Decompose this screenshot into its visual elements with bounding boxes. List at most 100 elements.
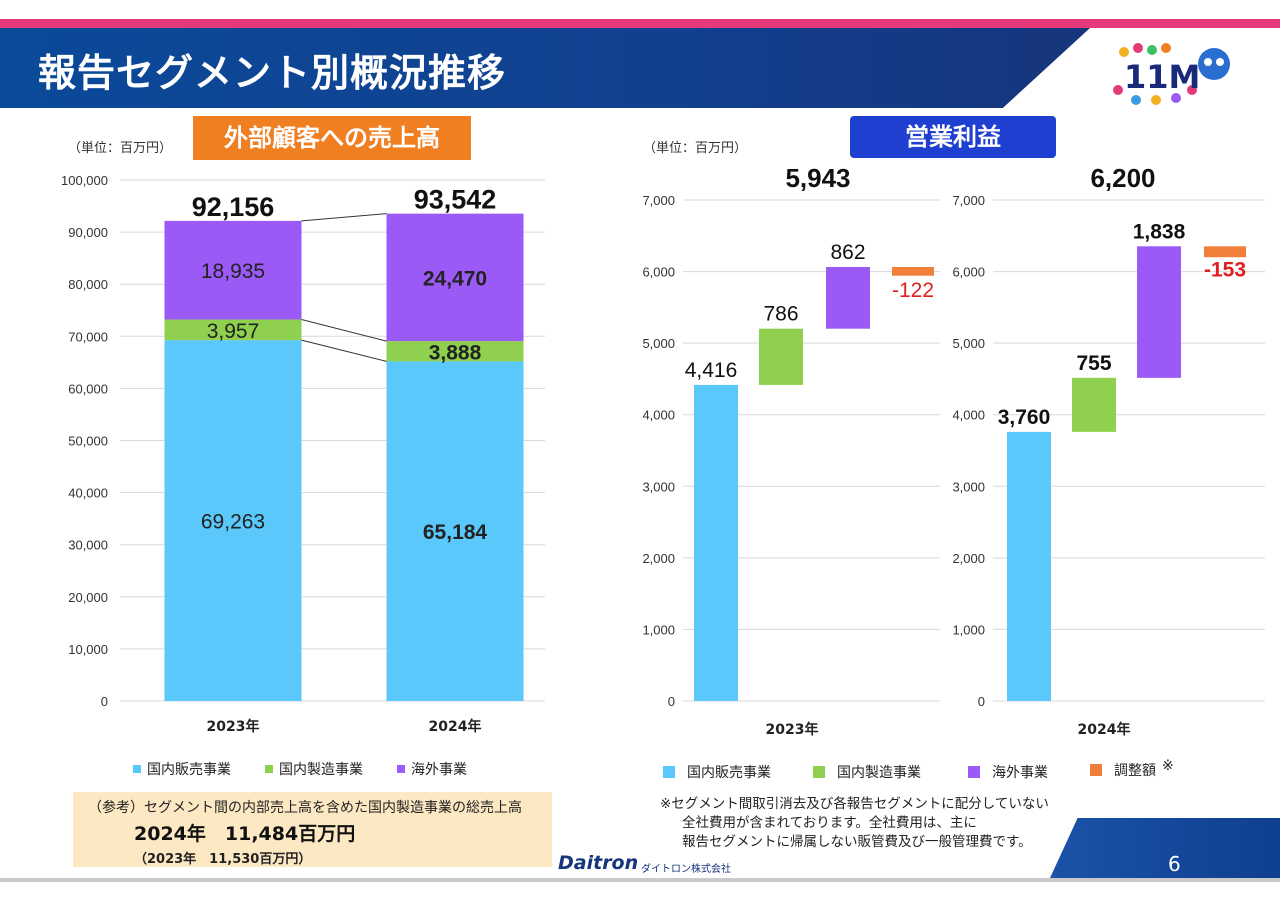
y-tick-label: 7,000: [642, 193, 675, 208]
brand-logo: Daitron: [558, 852, 639, 874]
x-tick-label: 2023年: [766, 721, 819, 738]
y-tick-label: 1,000: [642, 622, 675, 637]
waterfall-bar: [892, 266, 934, 276]
legend-label: 国内販売事業: [687, 765, 771, 781]
y-tick-label: 3,000: [952, 479, 985, 494]
x-tick-label: 2023年: [207, 718, 260, 735]
profit-unit-label: （単位：百万円）: [643, 141, 748, 156]
y-tick-label: 5,000: [952, 336, 985, 351]
y-tick-label: 10,000: [68, 642, 108, 657]
footnote: ※セグメント間取引消去及び各報告セグメントに配分していない 全社費用が含まれてお…: [660, 795, 1110, 852]
sales-legend-item-domestic-mfg: 国内製造事業: [265, 759, 363, 779]
waterfall-bar: [1204, 246, 1246, 258]
y-tick-label: 0: [668, 694, 675, 709]
sales-legend-item-domestic-sales: 国内販売事業: [133, 759, 231, 779]
y-tick-label: 2,000: [642, 551, 675, 566]
reference-note-box: [73, 792, 552, 867]
y-tick-label: 1,000: [952, 622, 985, 637]
data-label: 862: [830, 241, 865, 264]
y-tick-label: 90,000: [68, 225, 108, 240]
x-tick-label: 2024年: [429, 718, 482, 735]
y-tick-label: 100,000: [61, 173, 108, 188]
y-tick-label: 0: [101, 694, 108, 709]
data-label: 18,935: [201, 260, 265, 283]
reference-note-heading: （参考）セグメント間の内部売上高を含めた国内製造事業の総売上高: [88, 800, 522, 816]
legend-footnote-mark: ※: [1162, 758, 1174, 774]
reference-note-prior: （2023年 11,530百万円）: [134, 852, 312, 867]
legend-swatch: [1090, 764, 1102, 776]
waterfall-bar: [694, 384, 738, 701]
bar-segment: [386, 341, 524, 362]
y-tick-label: 6,000: [952, 265, 985, 280]
logo-text: 11M: [1124, 58, 1200, 96]
data-label: 3,760: [998, 406, 1051, 429]
reference-note-value: 2024年 11,484百万円: [134, 823, 356, 845]
total-label: 6,200: [1090, 163, 1155, 193]
total-label: 92,156: [192, 192, 275, 222]
y-tick-label: 3,000: [642, 479, 675, 494]
bar-segment: [386, 213, 524, 342]
data-label: -122: [892, 279, 934, 302]
data-label: 3,957: [207, 320, 260, 343]
footnote-line: 報告セグメントに帰属しない販管費及び一般管理費です。: [682, 834, 1032, 850]
y-tick-label: 80,000: [68, 277, 108, 292]
total-label: 93,542: [414, 185, 497, 215]
sales-legend-item-overseas: 海外事業: [397, 759, 467, 779]
bar-segment: [164, 220, 302, 320]
data-label: 24,470: [423, 267, 487, 290]
data-label: 786: [763, 303, 798, 326]
legend-swatch: [663, 766, 675, 778]
y-tick-label: 20,000: [68, 590, 108, 605]
y-tick-label: 50,000: [68, 434, 108, 449]
sales-unit-label: （単位：百万円）: [68, 141, 173, 156]
y-tick-label: 30,000: [68, 538, 108, 553]
brand-company-name: ダイトロン株式会社: [641, 864, 731, 875]
header-banner: [0, 28, 1090, 108]
waterfall-bar: [1072, 377, 1116, 432]
bar-segment: [164, 340, 302, 701]
page-number: 6: [1168, 852, 1181, 876]
bar-segment: [386, 361, 524, 701]
top-accent-line: [0, 19, 1280, 28]
data-label: 755: [1076, 352, 1111, 375]
footnote-line: ※セグメント間取引消去及び各報告セグメントに配分していない: [660, 796, 1049, 812]
y-tick-label: 60,000: [68, 381, 108, 396]
legend-swatch: [813, 766, 825, 778]
y-tick-label: 4,000: [952, 408, 985, 423]
y-tick-label: 5,000: [642, 336, 675, 351]
legend-label: 海外事業: [411, 762, 467, 778]
sales-chart-title: 外部顧客への売上高: [193, 116, 471, 160]
data-label: 1,838: [1133, 220, 1186, 243]
data-label: 69,263: [201, 511, 265, 534]
data-label: 4,416: [685, 359, 738, 382]
legend-label: 国内製造事業: [837, 765, 921, 781]
y-tick-label: 0: [978, 694, 985, 709]
profit-legend-item-domestic-sales: 国内販売事業: [663, 762, 771, 782]
y-tick-label: 6,000: [642, 265, 675, 280]
y-tick-label: 40,000: [68, 486, 108, 501]
profit-legend-item-domestic-mfg: 国内製造事業: [813, 762, 921, 782]
y-tick-label: 2,000: [952, 551, 985, 566]
sales-stacked-bar-chart: 0 10,000 20,000 30,000 40,000 50,000 60,000 70,…: [61, 173, 545, 735]
page-title: 報告セグメント別概況推移: [38, 51, 507, 95]
data-label: 65,184: [423, 521, 488, 544]
waterfall-bar: [1007, 431, 1051, 701]
profit-waterfall-2024: 0 1,000 2,000 3,000 4,000 5,000 6,000 7,000 3,76…: [952, 163, 1265, 738]
bar-segment: [164, 319, 302, 341]
footnote-line: 全社費用が含まれております。全社費用は、主に: [682, 815, 977, 831]
profit-waterfall-2023: 0 1,000 2,000 3,000 4,000 5,000 6,000 7,000 4,41…: [642, 163, 940, 738]
legend-swatch: [265, 765, 273, 773]
legend-label: 国内販売事業: [147, 762, 231, 778]
legend-label: 国内製造事業: [279, 762, 363, 778]
data-label: -153: [1204, 258, 1246, 281]
legend-label: 海外事業: [992, 765, 1048, 781]
waterfall-bar: [826, 266, 870, 329]
profit-legend-item-adjustment: 調整額 ※: [1090, 758, 1174, 780]
connector-line: [301, 319, 387, 342]
company-logo: 11M: [1113, 43, 1230, 105]
waterfall-bar: [759, 328, 803, 385]
profit-chart-title: 営業利益: [850, 116, 1056, 158]
y-tick-label: 70,000: [68, 329, 108, 344]
legend-label: 調整額: [1114, 763, 1156, 779]
legend-swatch: [397, 765, 405, 773]
